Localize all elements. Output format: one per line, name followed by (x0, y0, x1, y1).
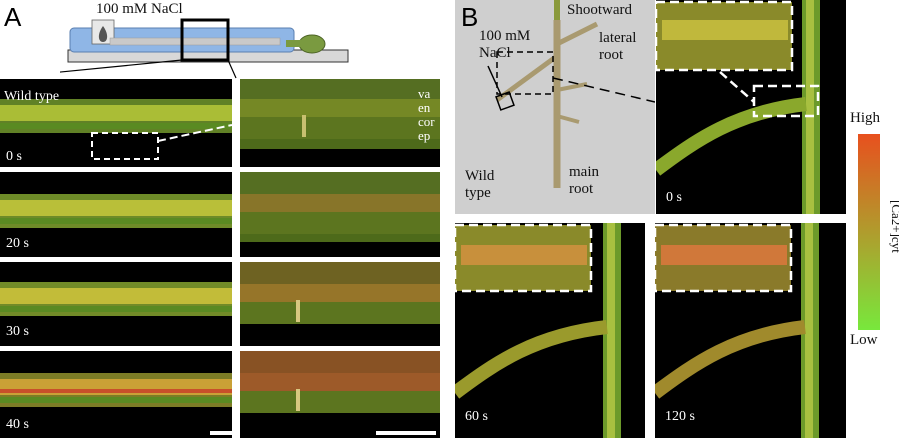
experimental-setup-diagram (60, 18, 349, 79)
tissue-label-va: va (418, 86, 431, 101)
time-label-b-1: 60 s (465, 409, 488, 424)
shootward-label: Shootward (567, 2, 632, 18)
time-label-a-1: 20 s (6, 236, 29, 251)
zoom-a-30s (240, 262, 440, 346)
micrograph-a-40s: 40 s (0, 351, 232, 438)
nacl-label-b-2: NaCl (479, 45, 511, 61)
lateral-root-label-2: root (599, 47, 624, 63)
zoom-a-20s (240, 172, 440, 257)
micrograph-a-0s: Wild type 0 s (0, 79, 232, 167)
tissue-label-cor: cor (418, 114, 435, 129)
time-label-b-2: 120 s (665, 409, 695, 424)
time-label-a-2: 30 s (6, 324, 29, 339)
colorbar-gradient (858, 134, 880, 330)
micrograph-b-120s: 120 s (655, 223, 846, 438)
micrograph-b-60s: 60 s (455, 223, 645, 438)
lateral-root-label-1: lateral (599, 30, 637, 46)
zoom-a-40s (240, 351, 440, 438)
zoom-a-0s: va en cor ep (240, 79, 440, 167)
main-root-label-2: root (569, 181, 594, 197)
genotype-label-a: Wild type (4, 89, 60, 104)
root-diagram: B Shootward 100 mM NaCl lateral root mai… (455, 0, 655, 214)
genotype-label-b-2: type (465, 185, 491, 201)
tissue-label-en: en (418, 100, 431, 115)
tissue-label-ep: ep (418, 128, 431, 143)
genotype-label-b-1: Wild (465, 168, 495, 184)
main-root-label-1: main (569, 164, 599, 180)
time-label-b-0: 0 s (666, 190, 682, 205)
colorbar-quantity-label: [Ca2+]cyt (889, 200, 899, 253)
nacl-label-b-1: 100 mM (479, 28, 531, 44)
color-scale: High [Ca2+]cyt Low (848, 110, 899, 350)
colorbar-high-label: High (850, 110, 880, 126)
time-label-a-0: 0 s (6, 149, 22, 164)
time-label-a-3: 40 s (6, 417, 29, 432)
colorbar-low-label: Low (850, 332, 878, 348)
micrograph-a-30s: 30 s (0, 262, 232, 346)
panel-a-letter: A (4, 2, 22, 32)
nacl-label-a: 100 mM NaCl (96, 1, 183, 17)
panel-b-letter: B (461, 2, 479, 32)
micrograph-a-20s: 20 s (0, 172, 232, 257)
micrograph-b-0s: 0 s (656, 0, 846, 214)
